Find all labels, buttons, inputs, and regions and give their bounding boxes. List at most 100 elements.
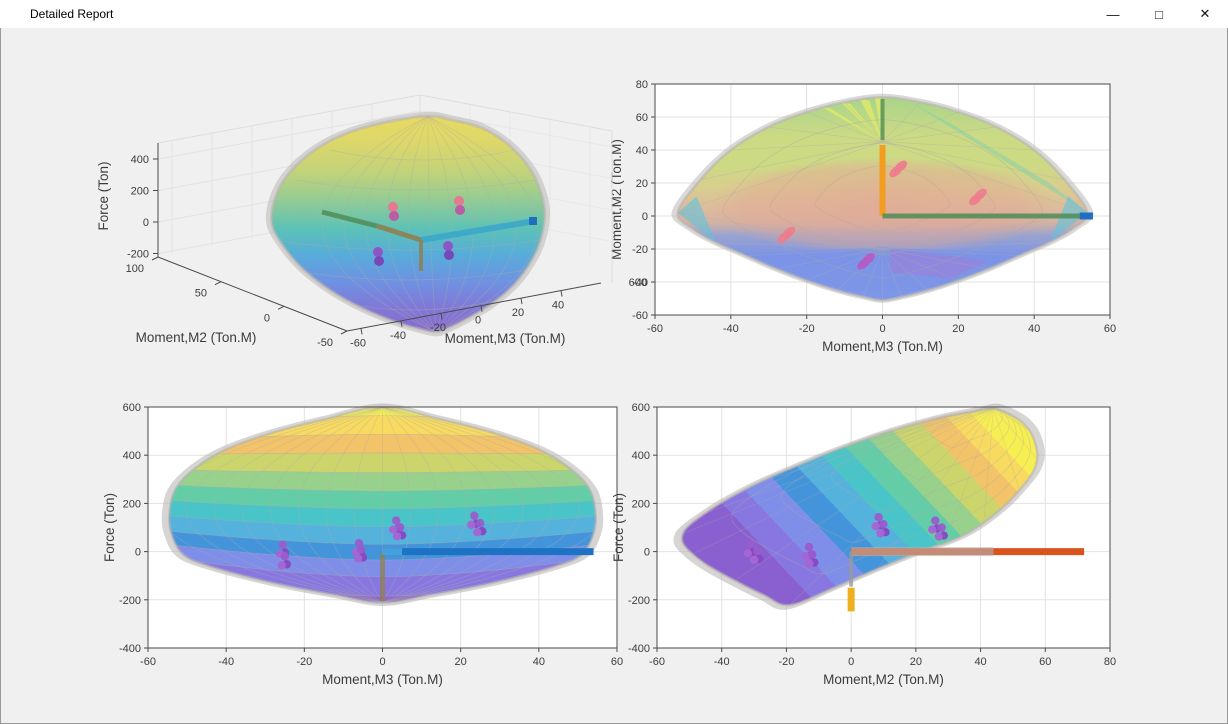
surface-rim [676, 95, 1089, 302]
line [882, 242, 1050, 250]
scatter-point [808, 550, 817, 559]
scatter-point [389, 211, 399, 221]
line [806, 111, 883, 143]
z-tick-label: 200 [131, 186, 149, 198]
surface-rim [167, 405, 598, 604]
z-tick-label: 400 [131, 154, 149, 166]
x-tick-label: 60 [1104, 323, 1116, 335]
moment-m3-bar [420, 219, 530, 243]
y-tick-label: 20 [636, 178, 648, 190]
m3-tick [440, 313, 443, 320]
x-tick-label: -20 [778, 656, 794, 668]
window-title: Detailed Report [30, 7, 114, 21]
line [882, 248, 902, 297]
y-tick-label: -200 [628, 595, 650, 607]
bars [879, 98, 1093, 220]
axes-box [656, 406, 1111, 649]
window-close-button[interactable]: ✕ [1199, 6, 1211, 21]
scatter-point [894, 160, 908, 173]
surface-fill [271, 115, 545, 333]
scatter-point [391, 516, 401, 525]
window-maximize-button[interactable]: □ [1155, 6, 1163, 22]
title-bar[interactable]: Detailed Report — □ ✕ [0, 0, 1228, 28]
m3-tick [520, 298, 523, 305]
axes-frame: -60 -40 -20 0 20 40 606004002000-200-400Moment… [102, 402, 623, 687]
x-tick-label: -20 [799, 323, 815, 335]
m3-tick-label: 0 [475, 315, 481, 327]
moment-m2-bar-near [376, 223, 422, 243]
scatter-point [746, 539, 756, 549]
line [677, 212, 883, 250]
scatter-point [750, 555, 759, 565]
y-tick-label: 0 [644, 547, 650, 559]
line [734, 407, 994, 581]
moment-m2-bar-far [321, 209, 378, 229]
surface-3d [265, 111, 551, 337]
y-tick-label: 600 [123, 402, 141, 414]
line [882, 141, 1065, 181]
line [882, 141, 1088, 214]
scatter-point [862, 253, 875, 265]
scatter-point [937, 523, 946, 532]
m2-tick-label: 0 [264, 312, 270, 324]
line [760, 407, 994, 483]
scatter-points [743, 512, 948, 568]
surface-rim [269, 114, 547, 334]
wall-grid-line [157, 110, 421, 160]
scatter-point [277, 561, 286, 570]
bars [380, 548, 594, 602]
window-minimize-button[interactable]: — [1106, 6, 1120, 22]
line [692, 407, 994, 555]
line [983, 408, 994, 523]
line [882, 126, 997, 143]
scatter-point [782, 226, 796, 239]
scatter-point [805, 559, 814, 568]
x-tick-label: 80 [1104, 656, 1116, 668]
surface-mesh [271, 115, 544, 333]
m2-axis-label: Moment,M2 (Ton.M) [136, 330, 257, 345]
chart-side-view: -60 -40 -20 0 20 40 60 806004002000-200-400Mome… [611, 402, 1116, 687]
y-tick-label: 60 [636, 112, 648, 124]
x-tick-label: 0 [848, 656, 854, 668]
box-edge [157, 94, 421, 144]
y-tick-label: 200 [123, 498, 141, 510]
x-tick-label: -60 [649, 656, 665, 668]
x-tick-label: 20 [910, 656, 922, 668]
line [863, 248, 883, 297]
x-tick-label: 40 [1028, 323, 1040, 335]
m3-tick-label: -60 [350, 337, 366, 349]
bars-3d [321, 209, 537, 271]
scatter-point [455, 205, 465, 215]
x-tick-label: -20 [296, 656, 312, 668]
x-tick-label: 60 [611, 656, 623, 668]
scatter-point [874, 512, 883, 522]
line [844, 101, 883, 142]
x-axis-label: Moment,M2 (Ton.M) [823, 672, 944, 687]
scatter-point [879, 519, 888, 529]
x-axis-label: Moment,M3 (Ton.M) [822, 339, 943, 354]
y-tick-label: -40 [632, 277, 648, 289]
surface-mesh [682, 407, 1038, 606]
scatter-points-3d [373, 196, 465, 266]
surface-rim [680, 406, 1039, 607]
m3-tick-label: -40 [390, 330, 406, 342]
line [700, 141, 883, 181]
scatter-point [931, 516, 940, 525]
y-tick-label: 80 [636, 79, 648, 91]
scatter-point [388, 202, 398, 212]
x-axis-label: Moment,M3 (Ton.M) [322, 672, 443, 687]
x-tick-label: 20 [455, 656, 467, 668]
line [993, 407, 1038, 460]
m3-axis [346, 282, 602, 332]
scatter-point [454, 196, 464, 206]
y-tick-label: 0 [135, 547, 141, 559]
line [882, 228, 1073, 250]
scatter-point [373, 247, 383, 257]
line [776, 248, 883, 270]
line [882, 141, 1035, 151]
m3-tick [400, 320, 403, 327]
y-tick-overlap-label: 600 [629, 277, 647, 289]
scatter-point [444, 250, 454, 260]
